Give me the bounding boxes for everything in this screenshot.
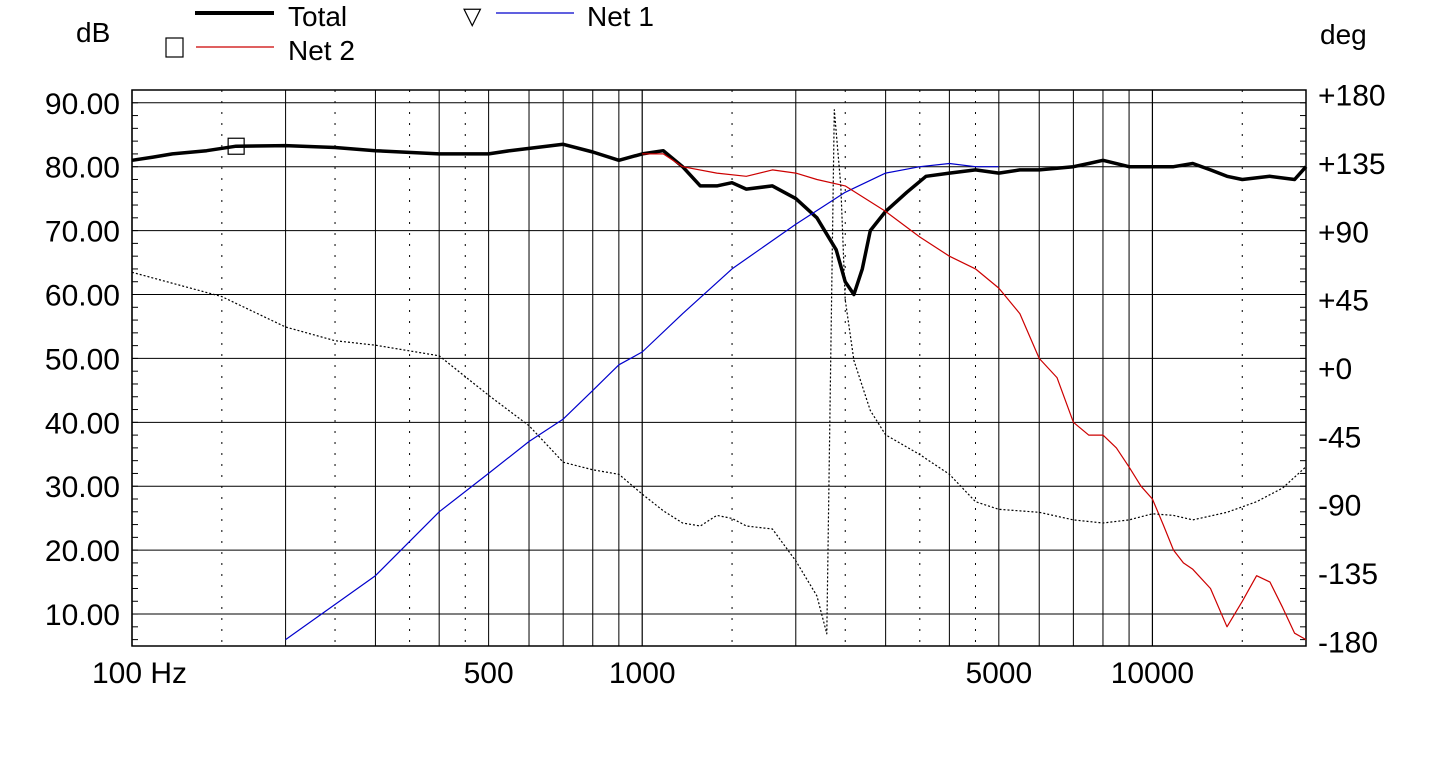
series-line-phase (131, 109, 1307, 635)
x-tick-label: 5000 (965, 657, 1032, 690)
left-tick-label: 30.00 (45, 471, 120, 504)
left-tick-label: 10.00 (45, 599, 120, 632)
x-tick-label: 10000 (1111, 657, 1194, 690)
plot-frame (131, 89, 1307, 647)
plot-series (131, 109, 1308, 641)
left-tick-label: 50.00 (45, 343, 120, 376)
left-tick-label: 70.00 (45, 216, 120, 249)
left-tick-label: 80.00 (45, 152, 120, 185)
left-tick-label: 40.00 (45, 407, 120, 440)
legend-label-net1: Net 1 (587, 1, 654, 32)
left-tick-label: 20.00 (45, 535, 120, 568)
right-tick-label: +45 (1318, 285, 1369, 318)
legend-label-total: Total (288, 1, 347, 32)
right-tick-label: +135 (1318, 148, 1386, 181)
right-tick-label: +180 (1318, 80, 1386, 113)
axis-labels: dB deg 90.00 80.00 70.00 60.00 50.00 40.00 30.… (45, 17, 1386, 690)
left-tick-label: 90.00 (45, 88, 120, 121)
left-tick-label: 60.00 (45, 280, 120, 313)
plot-grid (131, 90, 1307, 646)
x-tick-label: 500 (464, 657, 514, 690)
right-tick-label: -180 (1318, 626, 1378, 659)
x-tick-label: 100 Hz (92, 657, 187, 690)
right-tick-label: -45 (1318, 421, 1361, 454)
right-tick-label: -90 (1318, 490, 1361, 523)
left-axis-unit: dB (76, 17, 110, 48)
series-line-net-1 (285, 162, 999, 641)
right-tick-label: +90 (1318, 216, 1369, 249)
chart-legend: Total ▽ Net 1 Net 2 (165, 1, 654, 66)
series-line-total (131, 142, 1308, 297)
series-line-net-2 (642, 153, 1307, 641)
legend-marker-triangle-icon: ▽ (463, 3, 482, 30)
legend-label-net2: Net 2 (288, 35, 355, 66)
right-axis-unit: deg (1320, 19, 1367, 50)
legend-marker-square-icon (165, 37, 184, 58)
right-tick-label: -135 (1318, 558, 1378, 591)
x-tick-label: 1000 (609, 657, 676, 690)
total-marker-square (227, 137, 245, 155)
right-tick-label: +0 (1318, 353, 1352, 386)
